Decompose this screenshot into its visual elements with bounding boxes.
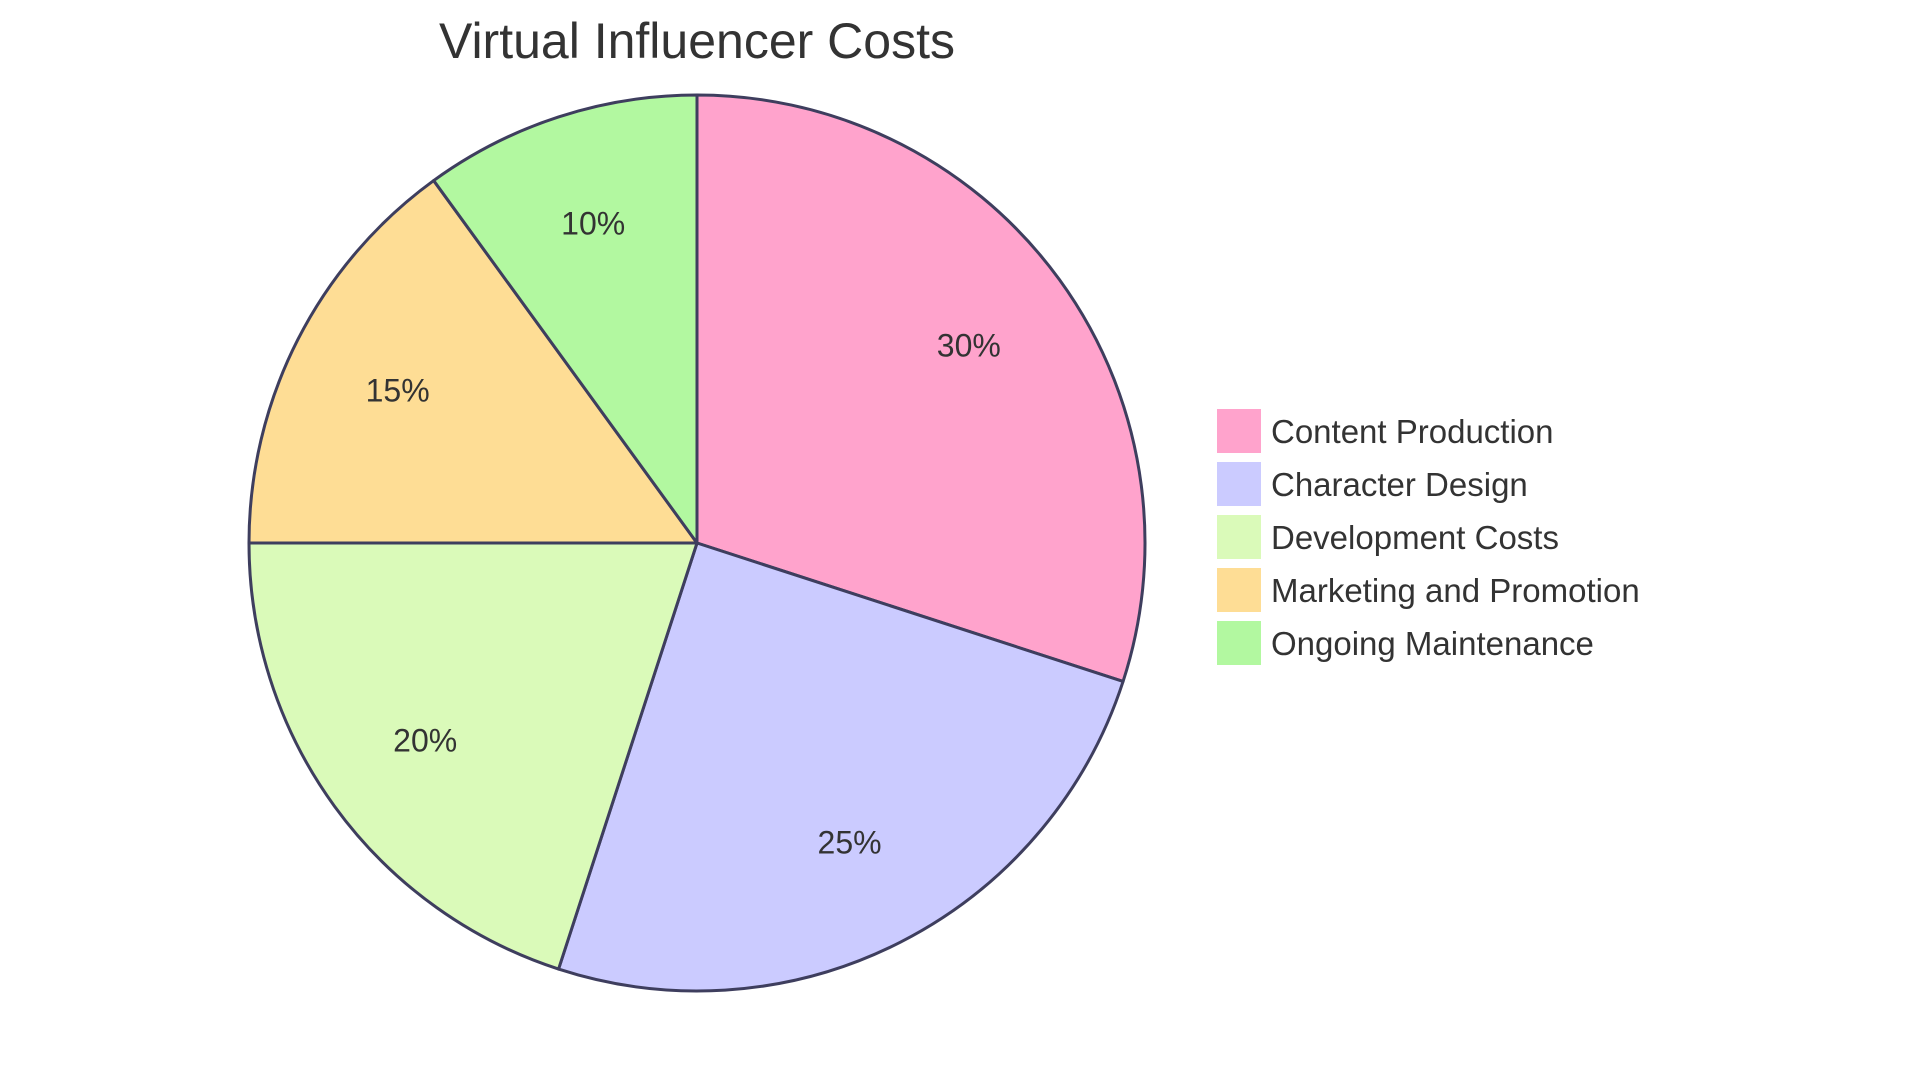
legend-item: Content Production bbox=[1217, 409, 1554, 453]
pie-slice-ongoing-maintenance bbox=[432, 93, 699, 545]
chart-title: Virtual Influencer Costs bbox=[439, 13, 955, 69]
legend-label: Content Production bbox=[1271, 413, 1554, 450]
pie-slice-marketing-and-promotion bbox=[247, 179, 699, 545]
legend-swatch bbox=[1217, 568, 1261, 612]
pie-slice-label: 15% bbox=[366, 372, 430, 408]
pie-slice-label: 25% bbox=[818, 824, 882, 860]
legend-swatch bbox=[1217, 515, 1261, 559]
legend-item: Development Costs bbox=[1217, 515, 1559, 559]
legend: Content Production Character Design Develo… bbox=[1217, 409, 1640, 665]
pie-slice-content-production bbox=[695, 93, 1147, 683]
pie-slice-labels: 30% 25% 20% 15% 10% bbox=[366, 205, 1001, 860]
legend-item: Ongoing Maintenance bbox=[1217, 621, 1594, 665]
pie-slice-development-costs bbox=[247, 541, 699, 971]
legend-label: Development Costs bbox=[1271, 519, 1559, 556]
legend-swatch bbox=[1217, 462, 1261, 506]
legend-label: Ongoing Maintenance bbox=[1271, 625, 1594, 662]
legend-item: Marketing and Promotion bbox=[1217, 568, 1640, 612]
legend-label: Marketing and Promotion bbox=[1271, 572, 1640, 609]
pie-slice-label: 20% bbox=[393, 722, 457, 758]
pie-slices bbox=[247, 93, 1147, 993]
legend-swatch bbox=[1217, 409, 1261, 453]
pie-slice-label: 10% bbox=[561, 205, 625, 241]
pie-slice-label: 30% bbox=[937, 328, 1001, 364]
legend-label: Character Design bbox=[1271, 466, 1528, 503]
pie-slice-character-design bbox=[557, 541, 1125, 993]
legend-item: Character Design bbox=[1217, 462, 1528, 506]
legend-swatch bbox=[1217, 621, 1261, 665]
